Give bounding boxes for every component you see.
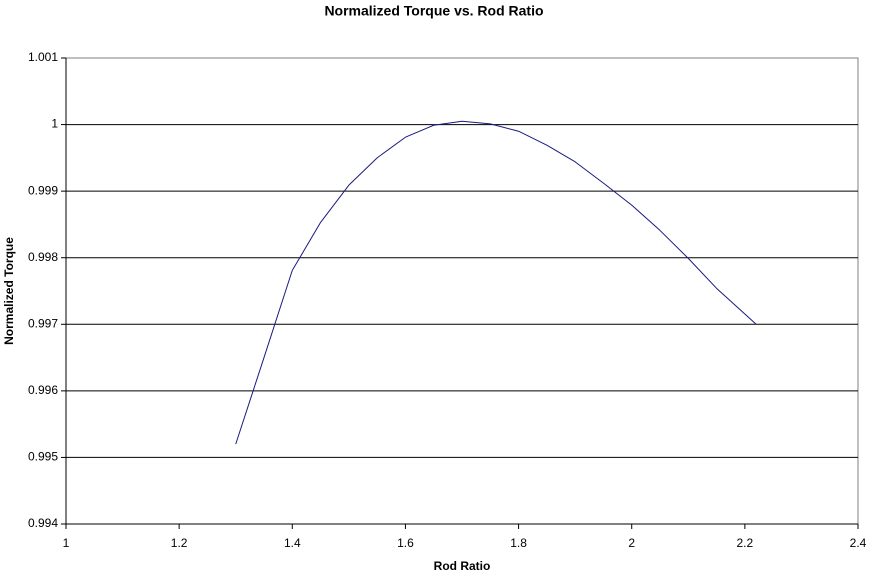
x-tick-label: 2 bbox=[628, 536, 635, 550]
y-axis-title: Normalized Torque bbox=[2, 237, 16, 345]
x-tick-label: 1.4 bbox=[284, 536, 301, 550]
y-tick-label: 1 bbox=[51, 117, 58, 131]
y-tick-label: 0.996 bbox=[28, 383, 58, 397]
y-tick-label: 0.994 bbox=[28, 516, 58, 530]
y-tick-label: 0.998 bbox=[28, 250, 58, 264]
x-axis-title: Rod Ratio bbox=[434, 559, 491, 573]
y-tick-label: 0.999 bbox=[28, 183, 58, 197]
x-tick-label: 1.2 bbox=[171, 536, 188, 550]
y-tick-label: 1.001 bbox=[28, 50, 58, 64]
line-series bbox=[235, 120, 757, 445]
chart-title: Normalized Torque vs. Rod Ratio bbox=[324, 3, 543, 19]
x-tick-label: 1 bbox=[63, 536, 70, 550]
y-tick-label: 0.997 bbox=[28, 316, 58, 330]
x-tick-label: 1.8 bbox=[510, 536, 527, 550]
x-tick-label: 2.4 bbox=[850, 536, 867, 550]
y-tick-label: 0.995 bbox=[28, 450, 58, 464]
x-tick-label: 1.6 bbox=[397, 536, 414, 550]
plot-area bbox=[65, 57, 859, 525]
x-tick-label: 2.2 bbox=[737, 536, 754, 550]
